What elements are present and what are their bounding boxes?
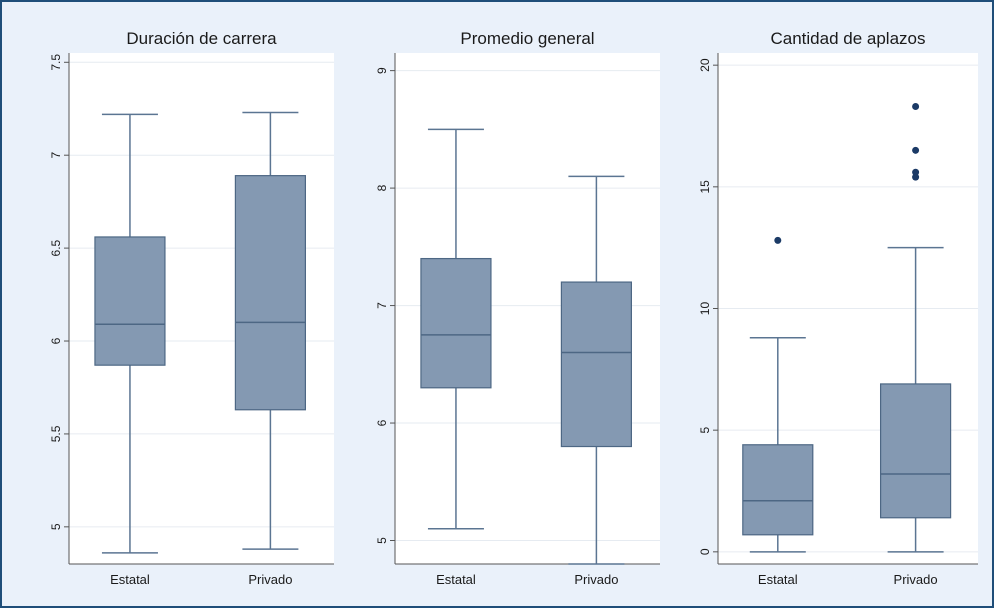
y-tick-label: 5: [49, 523, 63, 530]
x-category-label: Estatal: [110, 572, 150, 587]
box-privado: Privado: [560, 175, 633, 587]
y-tick-label: 6.5: [49, 239, 63, 256]
chart-title: Duración de carrera: [126, 29, 277, 48]
y-tick-label: 0: [698, 548, 712, 555]
y-tick-label: 6: [49, 337, 63, 344]
iqr-box: [879, 383, 952, 519]
x-category-label: Privado: [574, 572, 618, 587]
iqr-box: [234, 175, 306, 411]
chart-panel-2: 5 6 7 8 9 Promedio general Estatal Privado: [375, 29, 660, 587]
iqr-box: [420, 257, 492, 389]
y-tick-label: 9: [375, 67, 389, 74]
box-estatal: Estatal: [420, 128, 492, 587]
chart-panel-3: 0 5 10 15 20 Cantidad de aplazos Estatal Privad…: [698, 29, 978, 587]
chart-panel-1: 5 5.5 6 6.5 7 7.5 Duración de carrera Estatal Pr…: [49, 29, 334, 587]
chart-title: Promedio general: [460, 29, 594, 48]
box-privado: Privado: [879, 103, 952, 587]
box-estatal: Estatal: [94, 113, 166, 587]
y-tick-label: 7: [375, 302, 389, 309]
y-tick-label: 7.5: [49, 54, 63, 71]
outlier-point: [912, 173, 920, 181]
y-tick-label: 15: [698, 180, 712, 194]
outlier-point: [774, 236, 782, 244]
box-estatal: Estatal: [742, 236, 814, 587]
x-category-label: Privado: [248, 572, 292, 587]
outlier-point: [912, 146, 920, 154]
x-category-label: Estatal: [436, 572, 476, 587]
y-tick-label: 5: [375, 537, 389, 544]
x-category-label: Privado: [894, 572, 938, 587]
outlier-point: [912, 103, 920, 111]
iqr-box: [560, 281, 633, 448]
y-tick-label: 6: [375, 419, 389, 426]
y-tick-label: 20: [698, 58, 712, 72]
y-tick-label: 5.5: [49, 425, 63, 442]
y-tick-label: 7: [49, 152, 63, 159]
chart-title: Cantidad de aplazos: [770, 29, 925, 48]
box-privado: Privado: [234, 111, 306, 587]
iqr-box: [742, 444, 814, 536]
iqr-box: [94, 236, 166, 366]
x-category-label: Estatal: [758, 572, 798, 587]
y-tick-label: 8: [375, 184, 389, 191]
y-tick-label: 5: [698, 427, 712, 434]
y-tick-label: 10: [698, 302, 712, 316]
outlier-point: [912, 168, 920, 176]
